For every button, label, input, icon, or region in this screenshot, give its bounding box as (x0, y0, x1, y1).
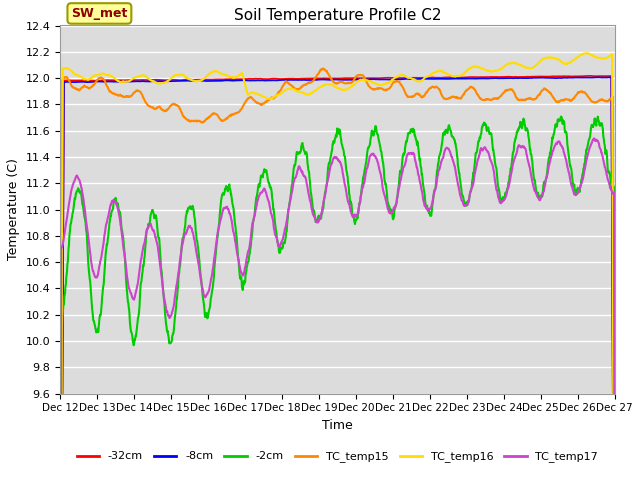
Text: SW_met: SW_met (71, 7, 127, 20)
Title: Soil Temperature Profile C2: Soil Temperature Profile C2 (234, 8, 441, 23)
X-axis label: Time: Time (322, 419, 353, 432)
Y-axis label: Temperature (C): Temperature (C) (7, 158, 20, 261)
Legend: -32cm, -8cm, -2cm, TC_temp15, TC_temp16, TC_temp17: -32cm, -8cm, -2cm, TC_temp15, TC_temp16,… (72, 447, 603, 467)
